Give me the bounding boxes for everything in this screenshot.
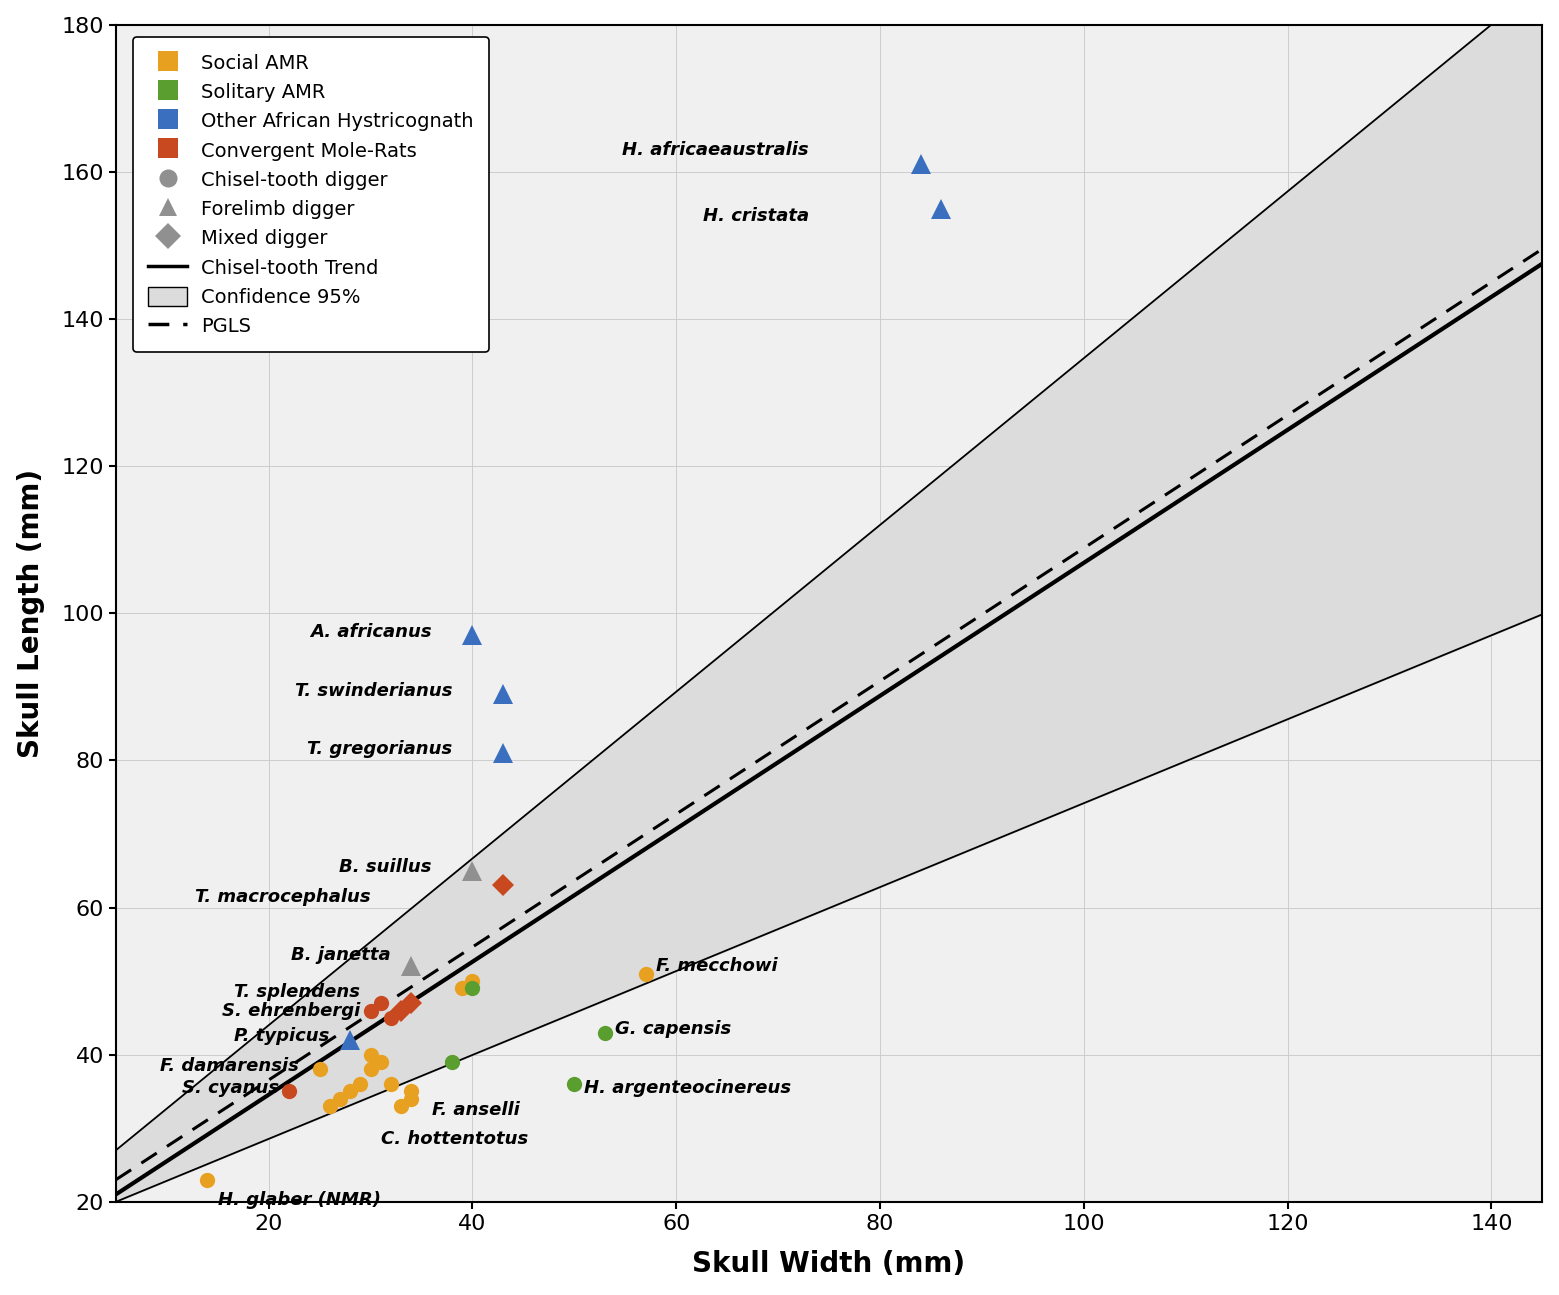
Text: G. capensis: G. capensis bbox=[616, 1020, 731, 1039]
Text: A. africanus: A. africanus bbox=[310, 623, 432, 641]
Text: P. typicus: P. typicus bbox=[234, 1027, 331, 1045]
Text: B. suillus: B. suillus bbox=[340, 859, 432, 877]
Text: H. argenteocinereus: H. argenteocinereus bbox=[585, 1079, 792, 1097]
Text: F. mecchowi: F. mecchowi bbox=[656, 957, 778, 975]
Text: T. gregorianus: T. gregorianus bbox=[307, 741, 452, 759]
Text: F. anselli: F. anselli bbox=[432, 1101, 519, 1119]
Text: H. glaber (NMR): H. glaber (NMR) bbox=[218, 1191, 380, 1208]
Text: F. damarensis: F. damarensis bbox=[161, 1057, 299, 1075]
Text: T. swinderianus: T. swinderianus bbox=[295, 681, 452, 699]
Y-axis label: Skull Length (mm): Skull Length (mm) bbox=[17, 469, 45, 758]
Text: C. hottentotus: C. hottentotus bbox=[380, 1131, 529, 1149]
Text: H. africaeaustralis: H. africaeaustralis bbox=[622, 141, 809, 159]
Text: H. cristata: H. cristata bbox=[703, 207, 809, 225]
Text: S. cyanus: S. cyanus bbox=[182, 1079, 279, 1097]
Text: S. ehrenbergi: S. ehrenbergi bbox=[221, 1001, 360, 1019]
Text: T. splendens: T. splendens bbox=[234, 983, 360, 1001]
Text: B. janetta: B. janetta bbox=[292, 947, 391, 965]
Text: T. macrocephalus: T. macrocephalus bbox=[195, 887, 371, 905]
X-axis label: Skull Width (mm): Skull Width (mm) bbox=[692, 1251, 965, 1278]
Legend: Social AMR, Solitary AMR, Other African Hystricognath, Convergent Mole-Rats, Chi: Social AMR, Solitary AMR, Other African … bbox=[133, 36, 488, 352]
